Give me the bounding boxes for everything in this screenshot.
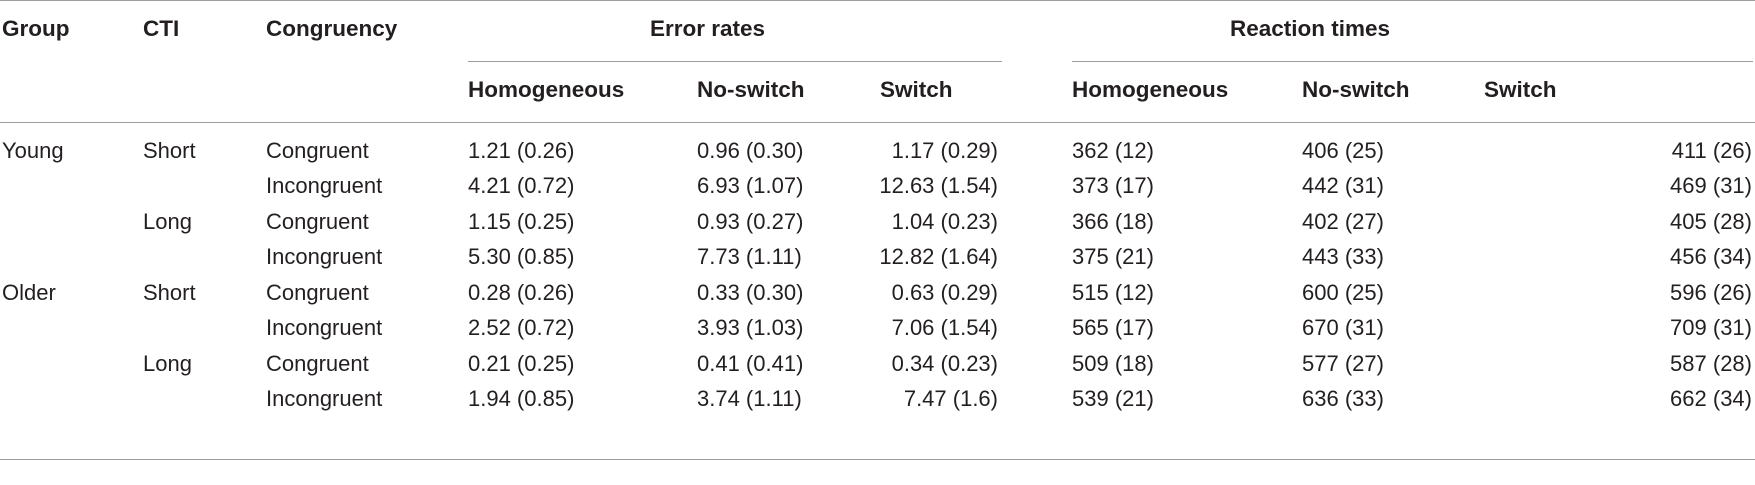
cell-rt-noswitch: 443 (33) [1302,244,1384,269]
cell-cti: Long [143,351,192,376]
cell-rt-noswitch: 402 (27) [1302,209,1384,234]
cell-err-noswitch: 0.33 (0.30) [697,280,804,305]
reaction-times-rule [1072,61,1753,62]
cell-rt-homogeneous: 366 (18) [1072,209,1154,234]
cell-err-switch: 7.47 (1.6) [903,386,998,411]
cell-err-homogeneous: 1.21 (0.26) [468,138,575,163]
cell-err-noswitch: 0.96 (0.30) [697,138,804,163]
cell-rt-switch: 405 (28) [1670,209,1752,234]
cell-err-switch: 0.63 (0.29) [891,280,998,305]
cell-err-switch: 7.06 (1.54) [891,315,998,340]
cell-err-switch: 12.63 (1.54) [879,173,998,198]
cell-rt-homogeneous: 362 (12) [1072,138,1154,163]
cell-rt-switch: 411 (26) [1671,138,1752,163]
cell-rt-noswitch: 600 (25) [1302,280,1384,305]
cell-congruency: Congruent [266,209,369,234]
header-err-noswitch: No-switch [697,77,805,102]
cell-rt-homogeneous: 373 (17) [1072,173,1154,198]
cell-cti: Short [143,280,196,305]
header-rt-homogeneous: Homogeneous [1072,77,1229,102]
cell-rt-homogeneous: 539 (21) [1072,386,1154,411]
cell-rt-switch: 469 (31) [1670,173,1752,198]
cell-err-noswitch: 6.93 (1.07) [697,173,804,198]
error-rates-rule [468,61,1002,62]
header-rule [0,122,1755,123]
header-err-homogeneous: Homogeneous [468,77,625,102]
header-group: Group [2,16,70,41]
header-reaction-times: Reaction times [1230,16,1391,41]
cell-rt-homogeneous: 375 (21) [1072,244,1154,269]
cell-err-noswitch: 7.73 (1.11) [697,244,802,269]
cell-rt-homogeneous: 515 (12) [1072,280,1154,305]
cell-congruency: Incongruent [266,244,383,269]
cell-rt-homogeneous: 509 (18) [1072,351,1154,376]
cell-rt-noswitch: 636 (33) [1302,386,1384,411]
cell-rt-noswitch: 442 (31) [1302,173,1384,198]
cell-err-homogeneous: 0.28 (0.26) [468,280,575,305]
cell-rt-homogeneous: 565 (17) [1072,315,1154,340]
cell-err-homogeneous: 4.21 (0.72) [468,173,575,198]
cell-group: Older [2,280,56,305]
cell-err-homogeneous: 0.21 (0.25) [468,351,575,376]
cell-err-switch: 1.04 (0.23) [891,209,998,234]
cell-cti: Short [143,138,196,163]
cell-congruency: Congruent [266,280,369,305]
cell-rt-noswitch: 670 (31) [1302,315,1384,340]
header-err-switch: Switch [880,77,953,102]
cell-congruency: Incongruent [266,315,383,340]
cell-rt-switch: 662 (34) [1670,386,1752,411]
cell-err-homogeneous: 5.30 (0.85) [468,244,575,269]
cell-congruency: Congruent [266,351,369,376]
cell-err-switch: 1.17 (0.29) [891,138,998,163]
cell-rt-switch: 587 (28) [1670,351,1752,376]
top-rule [0,0,1755,1]
cell-congruency: Congruent [266,138,369,163]
cell-err-switch: 12.82 (1.64) [879,244,998,269]
header-rt-switch: Switch [1484,77,1557,102]
cell-congruency: Incongruent [266,173,383,198]
cell-err-noswitch: 3.74 (1.11) [697,386,802,411]
cell-congruency: Incongruent [266,386,383,411]
header-congruency: Congruency [266,16,398,41]
cell-rt-switch: 709 (31) [1670,315,1752,340]
cell-cti: Long [143,209,192,234]
cell-err-homogeneous: 1.15 (0.25) [468,209,575,234]
header-error-rates: Error rates [650,16,766,41]
cell-rt-noswitch: 577 (27) [1302,351,1384,376]
cell-err-noswitch: 0.93 (0.27) [697,209,804,234]
bottom-rule [0,459,1755,460]
cell-rt-noswitch: 406 (25) [1302,138,1384,163]
cell-rt-switch: 456 (34) [1670,244,1752,269]
header-cti: CTI [143,16,180,41]
cell-err-homogeneous: 1.94 (0.85) [468,386,575,411]
cell-err-noswitch: 3.93 (1.03) [697,315,804,340]
header-rt-noswitch: No-switch [1302,77,1410,102]
cell-err-homogeneous: 2.52 (0.72) [468,315,575,340]
cell-err-noswitch: 0.41 (0.41) [697,351,804,376]
cell-err-switch: 0.34 (0.23) [891,351,998,376]
cell-group: Young [2,138,64,163]
cell-rt-switch: 596 (26) [1670,280,1752,305]
